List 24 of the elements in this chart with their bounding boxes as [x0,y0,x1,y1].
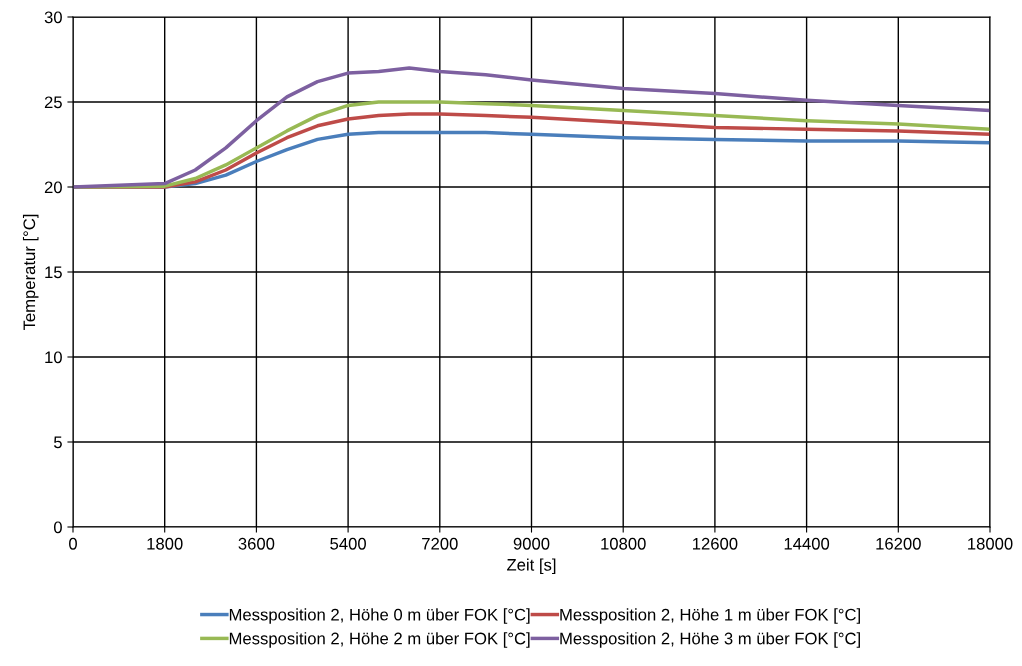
y-tick-label: 20 [44,181,62,194]
x-tick-label: 9000 [513,537,550,550]
x-tick-label: 5400 [330,537,366,550]
x-tick-label: 14400 [784,537,830,550]
x-tick-label: 10800 [601,537,646,550]
y-tick-label: 15 [45,266,62,279]
legend-label: Messposition 2, Höhe 3 m über FOK [°C] [560,632,860,648]
y-tick-label: 5 [53,436,62,449]
y-tick-label: 0 [53,521,62,534]
x-axis-title: Zeit [s] [507,558,556,575]
x-tick-label: 3600 [238,537,275,550]
x-tick-label: 18000 [968,537,1013,550]
y-axis-title: Temperatur [°C] [22,214,39,331]
x-tick-label: 0 [69,537,77,550]
legend-label: Messposition 2, Höhe 2 m über FOK [°C] [229,632,530,648]
legend-label: Messposition 2, Höhe 1 m über FOK [°C] [560,608,860,624]
y-tick-label: 30 [44,11,62,24]
legend-label: Messposition 2, Höhe 0 m über FOK [°C] [229,608,530,624]
y-tick-label: 25 [44,96,62,109]
x-tick-label: 1800 [147,537,183,550]
y-tick-label: 10 [45,351,62,364]
x-tick-label: 7200 [422,537,458,550]
x-tick-label: 12600 [693,537,738,550]
x-tick-label: 16200 [876,537,921,550]
